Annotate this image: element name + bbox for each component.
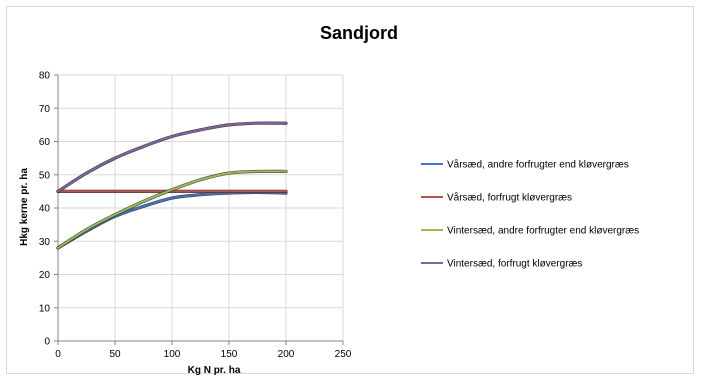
- y-tick-label: 50: [39, 170, 51, 181]
- y-tick-label: 20: [39, 270, 51, 281]
- y-axis-title: Hkg kerne pr. ha: [19, 168, 30, 246]
- legend-label-1: Vårsæd, andre forfrugter end kløvergræs: [447, 159, 629, 171]
- x-tick-label: 0: [55, 349, 61, 360]
- y-tick-label: 70: [39, 104, 51, 115]
- y-tick-label: 80: [39, 71, 51, 82]
- y-tick-label: 30: [39, 237, 51, 248]
- y-tick-label: 60: [39, 137, 51, 148]
- legend-label-4: Vintersæd, forfrugt kløvergræs: [447, 259, 582, 270]
- chart-svg: Sandjord 0 10 20 30 40 50 60 70 80 0 50 100 150 200 25…: [19, 23, 639, 375]
- x-tick-label: 50: [109, 349, 121, 360]
- legend: Vårsæd, andre forfrugter end kløvergræs V…: [421, 159, 639, 270]
- x-tick-label: 200: [278, 349, 295, 360]
- x-tick-label: 250: [335, 349, 352, 360]
- y-tick-label: 40: [39, 204, 51, 215]
- gridlines: [58, 74, 344, 341]
- y-tick-label: 0: [44, 337, 50, 348]
- series-line-3: [57, 170, 287, 249]
- x-axis-title: Kg N pr. ha: [188, 365, 241, 375]
- x-tick-label: 150: [221, 349, 238, 360]
- x-tick-label: 100: [164, 349, 181, 360]
- chart-title: Sandjord: [320, 23, 398, 43]
- series-lines: [56, 121, 288, 250]
- chart-frame: Sandjord 0 10 20 30 40 50 60 70 80 0 50 100 150 200 25…: [6, 6, 694, 375]
- series-line-4: [57, 122, 287, 193]
- axes: [54, 74, 344, 345]
- legend-label-2: Vårsæd, forfrugt kløvergræs: [447, 192, 572, 204]
- y-tick-label: 10: [39, 303, 51, 314]
- legend-label-3: Vintersæd, andre forfrugter end kløvergr…: [447, 226, 639, 237]
- tick-labels: 0 10 20 30 40 50 60 70 80 0 50 100 150 200 250: [39, 71, 352, 361]
